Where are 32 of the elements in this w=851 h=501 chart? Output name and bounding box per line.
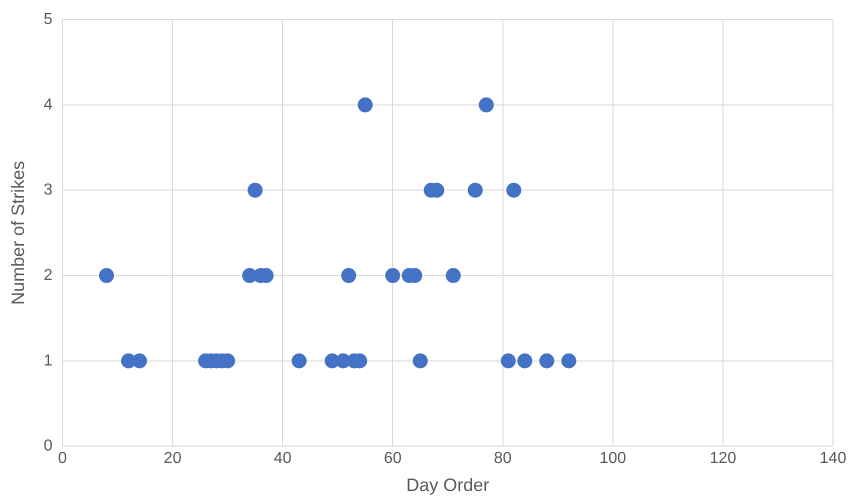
- y-axis-title: Number of Strikes: [8, 160, 28, 305]
- point: [517, 353, 532, 368]
- point: [478, 97, 494, 112]
- point: [500, 353, 516, 368]
- y-tick-label: 2: [44, 266, 53, 284]
- x-tick-label: 80: [494, 450, 512, 468]
- x-tick-label: 120: [710, 450, 736, 468]
- point: [341, 268, 356, 284]
- point: [292, 353, 307, 368]
- point: [446, 268, 461, 284]
- y-tick-label: 3: [44, 182, 53, 199]
- x-tick-label: 60: [384, 450, 402, 468]
- point: [248, 182, 263, 198]
- x-tick-label: 140: [820, 450, 846, 468]
- y-tick-label: 1: [44, 352, 53, 370]
- point: [468, 182, 483, 198]
- point: [132, 353, 148, 368]
- point: [99, 268, 114, 284]
- x-tick-label: 0: [58, 450, 68, 468]
- y-tick-label: 5: [44, 11, 53, 28]
- x-tick-label: 40: [274, 450, 292, 468]
- point: [561, 353, 576, 368]
- x-axis-title: Day Order: [406, 475, 490, 496]
- x-tick-label: 100: [600, 450, 626, 468]
- point: [358, 97, 373, 112]
- point: [412, 353, 428, 368]
- x-tick-label: 20: [164, 450, 182, 468]
- y-tick-label: 4: [44, 96, 53, 114]
- point: [506, 182, 522, 198]
- point: [385, 268, 400, 284]
- y-tick-label: 0: [44, 438, 53, 455]
- point: [539, 353, 554, 368]
